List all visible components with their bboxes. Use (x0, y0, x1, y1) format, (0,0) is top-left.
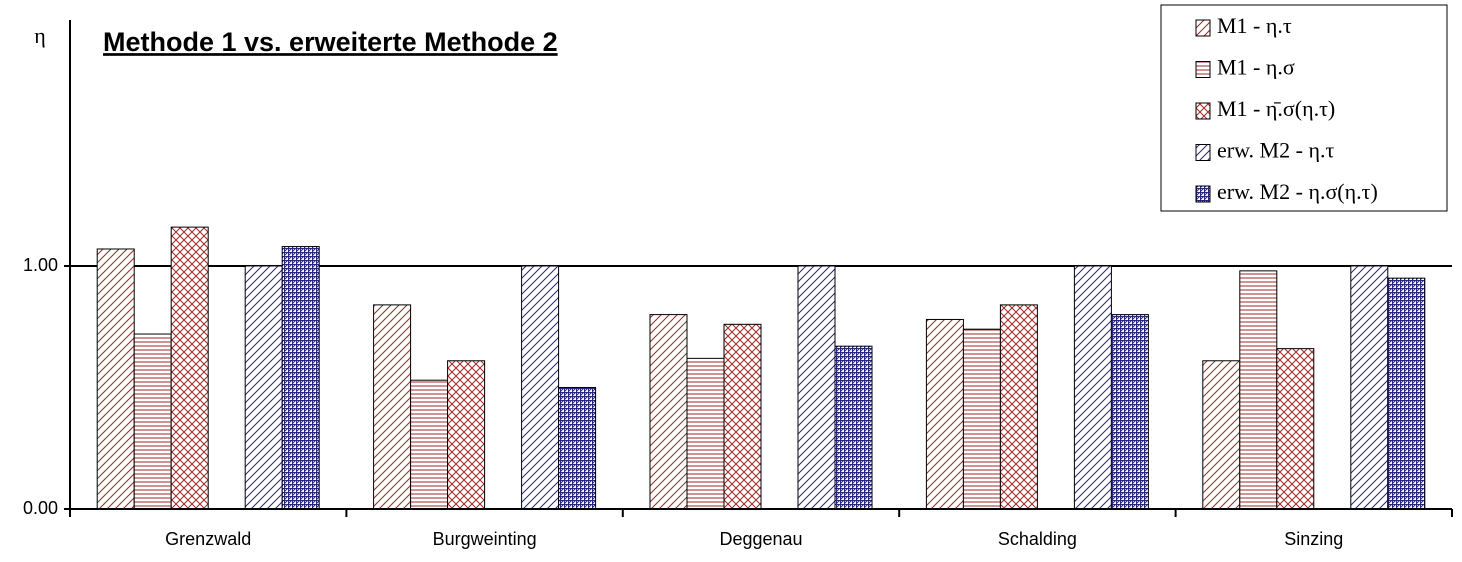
x-tick-label: Sinzing (1284, 529, 1343, 549)
y-tick-label: 0.00 (23, 498, 58, 518)
legend-swatch (1195, 102, 1211, 120)
bar (373, 304, 412, 510)
bar (1276, 348, 1315, 510)
bar (244, 265, 283, 510)
legend-label: erw. M2 - η.τ (1217, 138, 1334, 163)
bar (962, 328, 1001, 510)
bar (410, 379, 449, 510)
bar (447, 360, 486, 510)
legend-swatch (1195, 185, 1211, 203)
bar (686, 357, 725, 510)
x-tick-label: Schalding (998, 529, 1077, 549)
bar (834, 345, 873, 510)
bar (133, 333, 172, 510)
x-tick-label: Deggenau (719, 529, 802, 549)
legend-label: M1 - η.σ (1217, 55, 1295, 80)
bar (1387, 277, 1426, 510)
bar (999, 304, 1038, 510)
bar (1110, 314, 1149, 510)
legend-label: M1 - η̄.σ(η.τ) (1217, 96, 1335, 121)
bar (521, 265, 560, 510)
y-tick-label: 1.00 (23, 255, 58, 275)
bar (1202, 360, 1241, 510)
bar (649, 314, 688, 510)
bar (1073, 265, 1112, 510)
bar (925, 318, 964, 510)
bar (1350, 265, 1389, 510)
chart-title: Methode 1 vs. erweiterte Methode 2 (103, 27, 558, 57)
legend-label: erw. M2 - η.σ(η.τ) (1217, 179, 1378, 204)
y-axis-label: η (34, 23, 46, 48)
legend-label: M1 - η.τ (1217, 13, 1292, 38)
x-tick-label: Burgweinting (433, 529, 537, 549)
bar (797, 265, 836, 510)
x-tick-label: Grenzwald (165, 529, 251, 549)
bar (558, 387, 597, 510)
bar (723, 323, 762, 510)
legend-swatch (1195, 19, 1211, 37)
bar (96, 248, 135, 510)
legend-swatch (1195, 144, 1211, 161)
legend-swatch (1195, 61, 1211, 78)
bar (1239, 270, 1278, 510)
bar (281, 246, 320, 510)
bar (170, 226, 209, 510)
